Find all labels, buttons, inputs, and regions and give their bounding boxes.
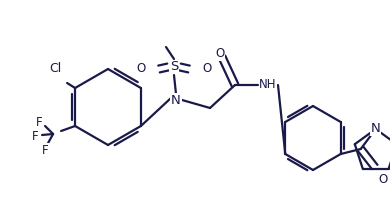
Text: NH: NH bbox=[259, 78, 277, 92]
Text: F: F bbox=[36, 115, 43, 129]
Text: Cl: Cl bbox=[49, 62, 61, 75]
Text: O: O bbox=[137, 63, 146, 75]
Text: N: N bbox=[371, 123, 381, 135]
Text: F: F bbox=[32, 129, 38, 143]
Text: N: N bbox=[171, 94, 181, 106]
Text: O: O bbox=[202, 63, 211, 75]
Text: S: S bbox=[170, 60, 178, 74]
Text: O: O bbox=[215, 47, 225, 60]
Text: O: O bbox=[379, 173, 388, 186]
Text: F: F bbox=[42, 143, 48, 157]
